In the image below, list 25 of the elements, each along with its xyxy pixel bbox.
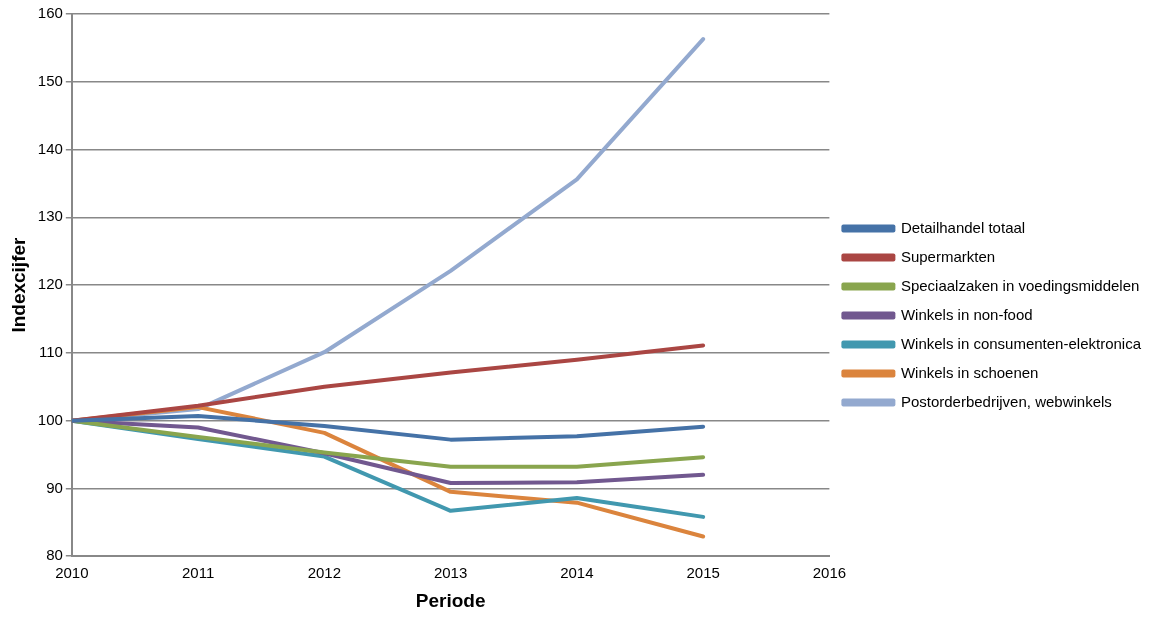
y-tick-label: 140 (37, 139, 63, 157)
x-axis-title: Periode (415, 589, 486, 611)
x-tick-label: 2013 (433, 564, 468, 582)
x-tick-label: 2016 (812, 564, 847, 582)
legend-label: Speciaalzaken in voedingsmiddelen (900, 276, 1140, 294)
legend-label: Detailhandel totaal (900, 218, 1026, 236)
y-tick-label: 90 (46, 478, 63, 496)
y-tick-label: 150 (37, 71, 63, 89)
legend-label: Supermarkten (900, 247, 996, 265)
y-tick-label: 100 (37, 410, 63, 428)
y-axis-title: Indexcijfer (7, 236, 29, 333)
y-tick-label: 130 (37, 207, 63, 225)
y-tick-label: 160 (37, 4, 63, 22)
y-tick-label: 80 (46, 546, 63, 564)
legend-label: Postorderbedrijven, webwinkels (900, 392, 1112, 410)
y-tick-label: 110 (38, 343, 63, 361)
legend-label: Winkels in non-food (900, 305, 1033, 323)
x-tick-label: 2011 (181, 564, 215, 582)
x-tick-label: 2010 (55, 564, 89, 582)
y-tick-label: 120 (37, 275, 63, 293)
x-tick-label: 2015 (686, 564, 720, 582)
legend-label: Winkels in consumenten-elektronica (900, 334, 1142, 352)
x-tick-label: 2014 (560, 564, 594, 582)
x-tick-label: 2012 (307, 564, 342, 582)
legend-label: Winkels in schoenen (900, 363, 1039, 381)
